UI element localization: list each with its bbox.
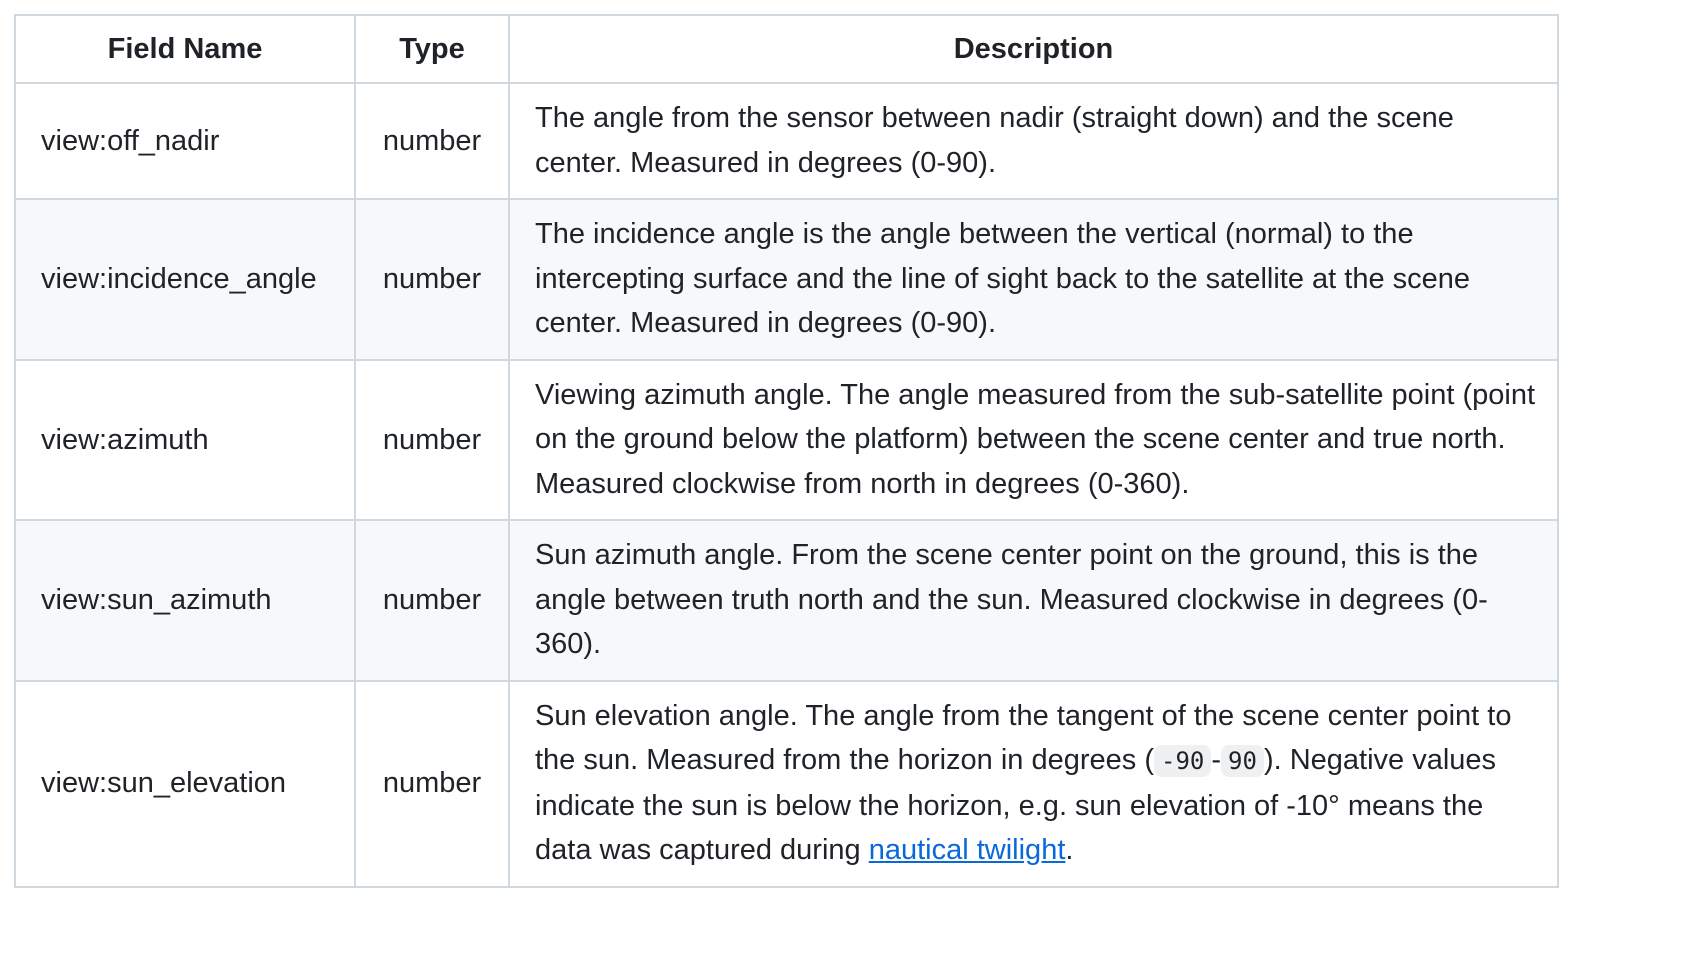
description-cell: Sun elevation angle. The angle from the … bbox=[508, 679, 1559, 888]
field-name-cell: view:sun_azimuth bbox=[14, 519, 356, 682]
type-cell: number bbox=[354, 82, 510, 200]
description-cell: The angle from the sensor between nadir … bbox=[508, 82, 1559, 200]
table-row: view:sun_azimuth number Sun azimuth angl… bbox=[14, 519, 1559, 682]
description-cell: The incidence angle is the angle between… bbox=[508, 198, 1559, 361]
field-name-cell: view:azimuth bbox=[14, 358, 356, 521]
type-cell: number bbox=[354, 358, 510, 521]
table-row: view:sun_elevation number Sun elevation … bbox=[14, 679, 1559, 888]
fields-table: Field Name Type Description view:off_nad… bbox=[14, 14, 1559, 888]
description-text: Sun elevation angle. The angle from the … bbox=[535, 699, 1512, 777]
field-name-cell: view:off_nadir bbox=[14, 82, 356, 200]
header-field-name: Field Name bbox=[14, 14, 356, 84]
inline-code-max: 90 bbox=[1221, 745, 1264, 777]
description-cell: Sun azimuth angle. From the scene center… bbox=[508, 519, 1559, 682]
inline-code-min: -90 bbox=[1154, 745, 1212, 777]
table-row: view:incidence_angle number The incidenc… bbox=[14, 198, 1559, 361]
field-name-cell: view:sun_elevation bbox=[14, 679, 356, 888]
fields-table-container: Field Name Type Description view:off_nad… bbox=[14, 14, 1559, 888]
table-row: view:azimuth number Viewing azimuth angl… bbox=[14, 358, 1559, 521]
header-row: Field Name Type Description bbox=[14, 14, 1559, 84]
table-row: view:off_nadir number The angle from the… bbox=[14, 82, 1559, 200]
type-cell: number bbox=[354, 198, 510, 361]
nautical-twilight-link[interactable]: nautical twilight bbox=[868, 834, 1066, 866]
header-type: Type bbox=[354, 14, 510, 84]
description-cell: Viewing azimuth angle. The angle measure… bbox=[508, 358, 1559, 521]
type-cell: number bbox=[354, 519, 510, 682]
description-text: . bbox=[1065, 834, 1074, 866]
header-description: Description bbox=[508, 14, 1559, 84]
description-text: - bbox=[1211, 744, 1222, 776]
description-text: ). Negative values indicate the sun is b… bbox=[535, 744, 1497, 866]
field-name-cell: view:incidence_angle bbox=[14, 198, 356, 361]
type-cell: number bbox=[354, 679, 510, 888]
